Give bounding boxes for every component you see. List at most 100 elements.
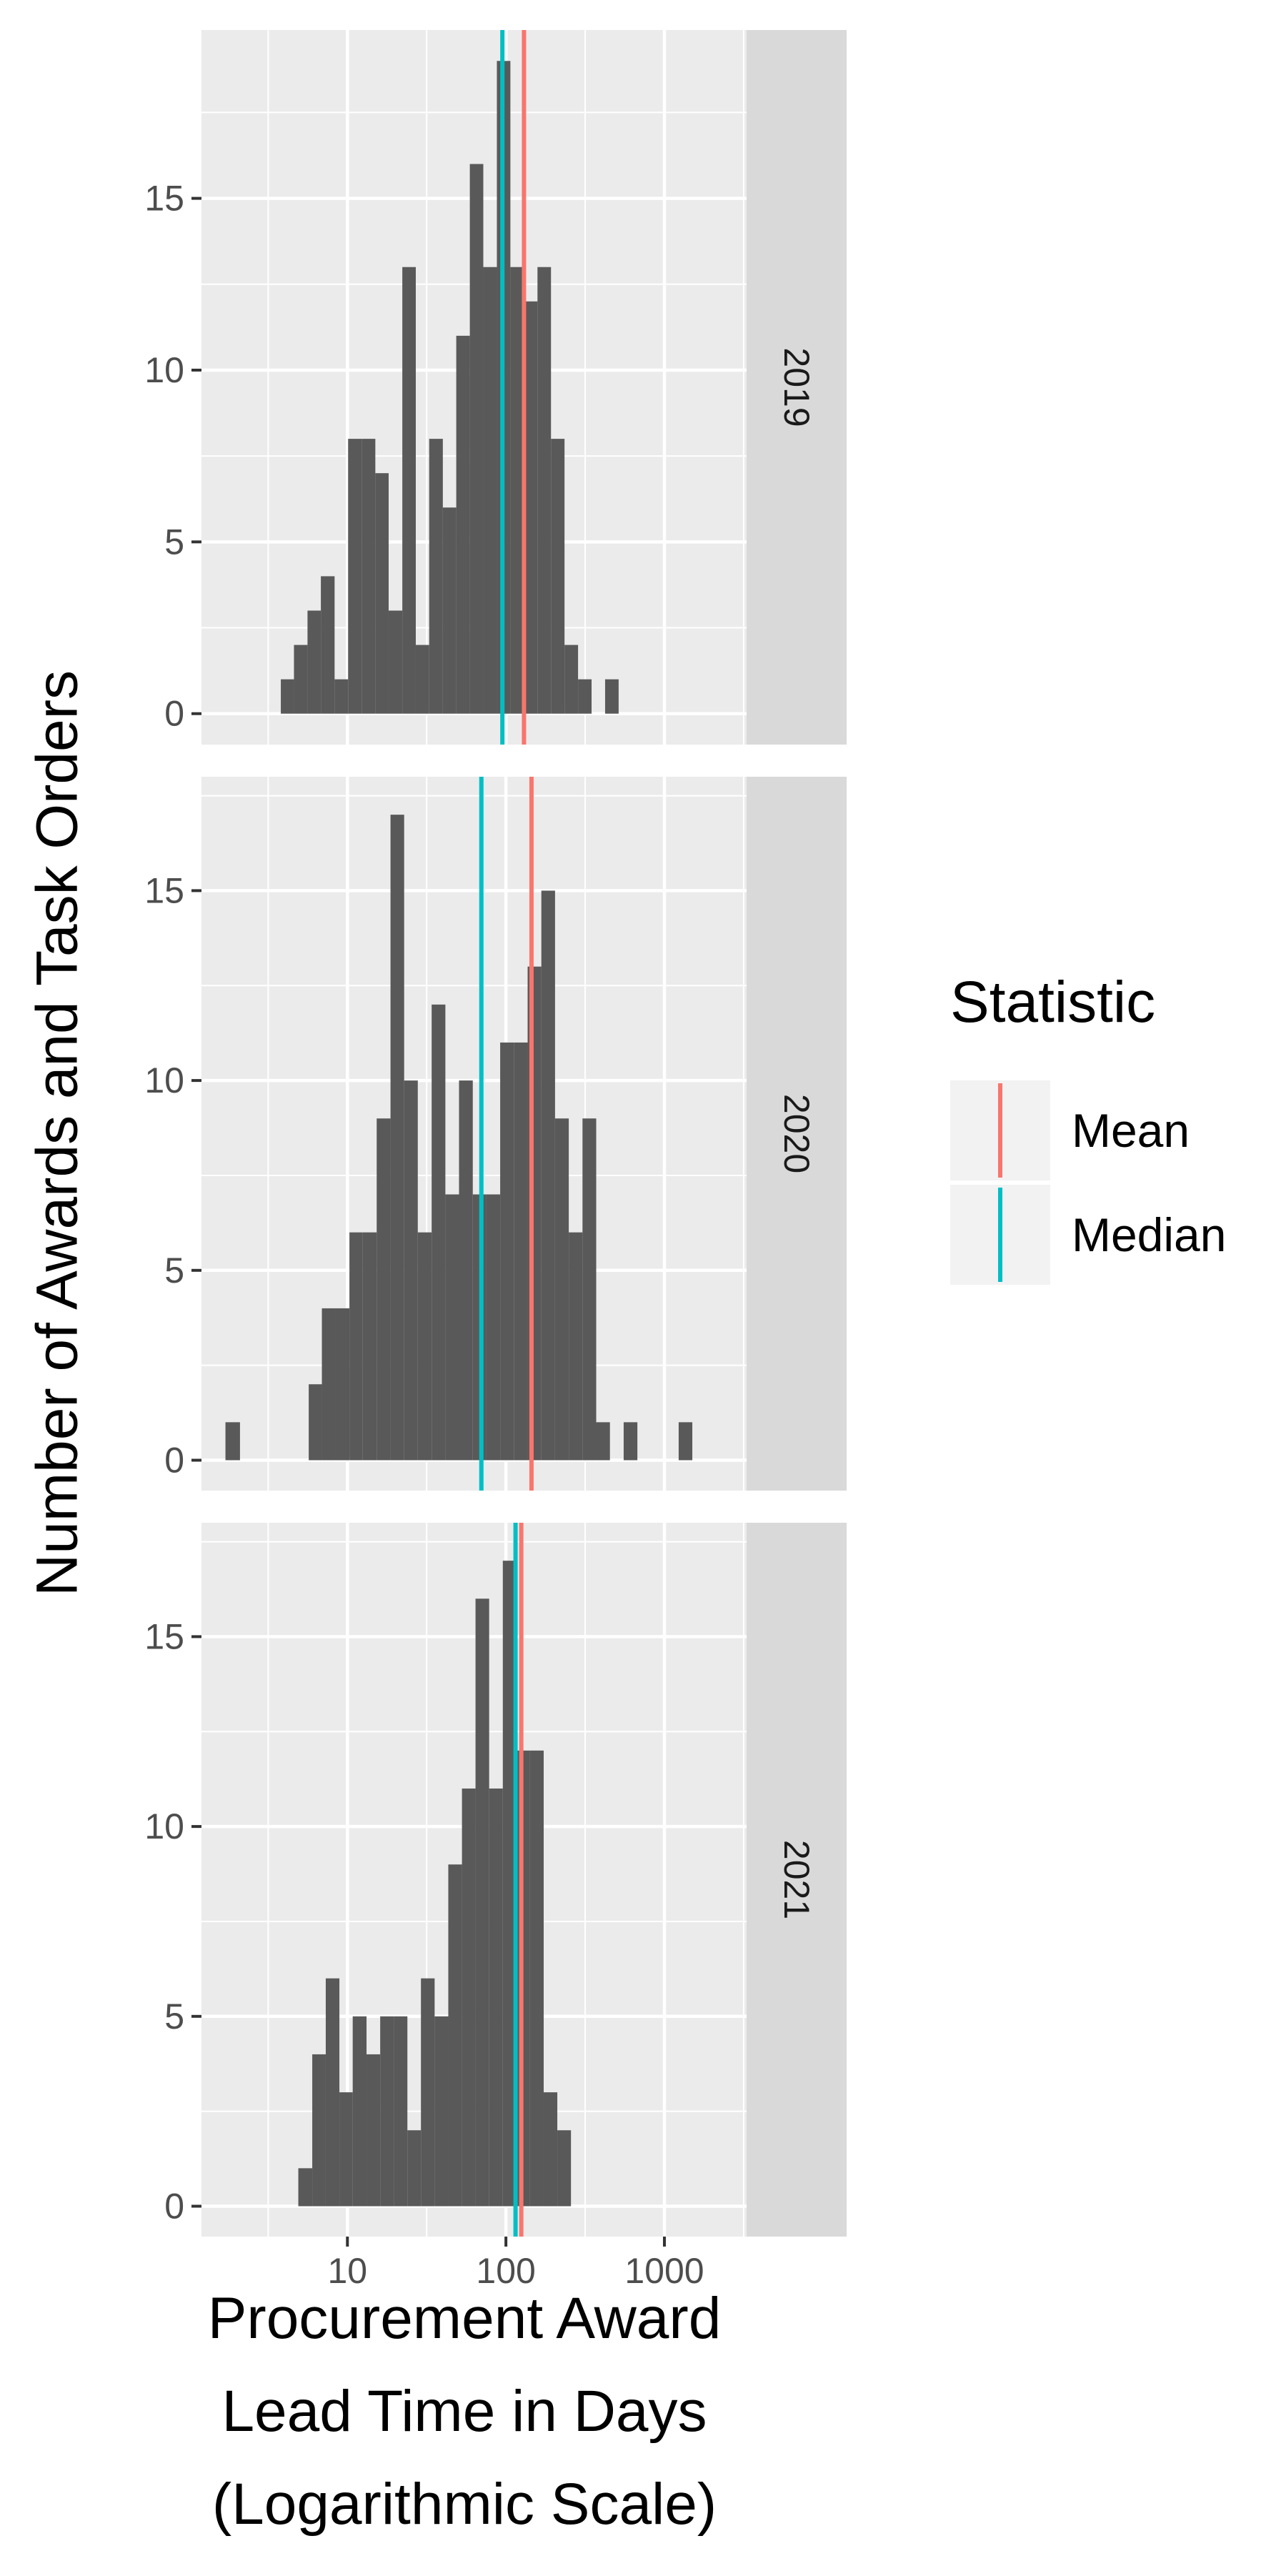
histogram-bar: [349, 1232, 363, 1461]
x-axis-title-line: Lead Time in Days: [221, 2379, 707, 2444]
histogram-bar: [551, 439, 565, 714]
histogram-bar: [421, 1978, 435, 2207]
facet-strip: [747, 777, 847, 1491]
histogram-bar: [529, 1750, 544, 2207]
x-axis-title-line: Procurement Award: [208, 2286, 722, 2351]
histogram-bar: [367, 2054, 381, 2207]
histogram-bar: [537, 267, 552, 714]
histogram-bar: [281, 679, 294, 714]
facet-strip: [747, 30, 847, 745]
histogram-bar: [514, 1042, 528, 1461]
histogram-bar: [448, 1864, 462, 2207]
legend-label: Median: [1072, 1208, 1226, 1261]
facet-panel-2021: 2021: [201, 1523, 847, 2237]
histogram-bar: [557, 2130, 572, 2207]
facet-strip-label: 2021: [777, 1840, 817, 1919]
histogram-bar: [298, 2168, 313, 2207]
histogram-bar: [442, 507, 457, 714]
histogram-bar: [475, 1598, 489, 2207]
histogram-bar: [500, 1042, 514, 1461]
histogram-bar: [456, 335, 470, 714]
histogram-bar: [429, 439, 443, 714]
y-tick-label: 15: [144, 179, 184, 219]
histogram-bar: [578, 679, 592, 714]
histogram-bar: [309, 1384, 322, 1461]
histogram-bar: [445, 1194, 459, 1461]
histogram-bar: [312, 2054, 326, 2207]
histogram-bar: [564, 645, 579, 714]
y-tick-label: 10: [144, 1806, 184, 1846]
facet-strip-label: 2019: [777, 347, 817, 427]
histogram-bar: [225, 1422, 240, 1461]
histogram-bar: [380, 2016, 394, 2207]
y-tick-label: 5: [164, 1996, 184, 2037]
y-axis-title: Number of Awards and Task Orders: [25, 670, 90, 1596]
facet-strip: [747, 1523, 847, 2237]
x-tick-label: 10: [327, 2251, 367, 2291]
histogram-bar: [486, 1194, 501, 1461]
histogram-bar: [335, 1308, 350, 1461]
facet-panels: 2019 2020 2021: [201, 30, 847, 2237]
histogram-bar: [510, 267, 524, 714]
legend-item-mean: Mean: [950, 1080, 1190, 1180]
y-tick-label: 0: [164, 1440, 184, 1480]
histogram-bar: [362, 439, 376, 714]
histogram-bar: [362, 1232, 377, 1461]
histogram-bar: [489, 1788, 503, 2207]
histogram-bar: [569, 1232, 583, 1461]
histogram-bar: [459, 1080, 473, 1461]
histogram-bar: [321, 576, 335, 714]
histogram-bar: [462, 1788, 476, 2207]
histogram-bar: [377, 1118, 391, 1461]
histogram-bar: [469, 164, 484, 714]
y-tick-label: 5: [164, 522, 184, 562]
histogram-bar: [434, 2016, 449, 2207]
histogram-bar: [417, 1232, 432, 1461]
histogram-bar: [678, 1422, 693, 1461]
y-tick-label: 10: [144, 350, 184, 390]
histogram-bar: [294, 645, 308, 714]
x-tick-label: 100: [476, 2251, 535, 2291]
x-tick-label: 1000: [624, 2251, 704, 2291]
histogram-bar: [390, 815, 404, 1461]
y-tick-label: 0: [164, 2186, 184, 2226]
histogram-bar: [339, 2092, 353, 2207]
histogram-bar: [596, 1422, 610, 1461]
histogram-bar: [394, 2016, 408, 2207]
histogram-bar: [352, 2016, 367, 2207]
facet-strip-label: 2020: [777, 1094, 817, 1173]
histogram-bar: [407, 2130, 422, 2207]
histogram-bar: [554, 1118, 569, 1461]
legend: Statistic Mean Median: [950, 970, 1226, 1285]
y-tick-label: 15: [144, 1616, 184, 1656]
histogram-bar: [524, 301, 538, 714]
histogram-bar: [375, 473, 389, 714]
histogram-bar: [623, 1422, 638, 1461]
histogram-bar: [402, 267, 416, 714]
facet-panel-2019: 2019: [201, 30, 847, 745]
legend-title: Statistic: [950, 970, 1155, 1035]
histogram-bar: [404, 1080, 418, 1461]
legend-item-median: Median: [950, 1185, 1226, 1285]
histogram-bar: [307, 610, 322, 714]
histogram-bar: [582, 1118, 597, 1461]
histogram-bar: [604, 679, 619, 714]
histogram-bar: [541, 890, 555, 1461]
histogram-bar: [325, 1978, 340, 2207]
histogram-bar: [348, 439, 362, 714]
histogram-bar: [543, 2092, 558, 2207]
y-tick-label: 10: [144, 1060, 184, 1100]
legend-label: Mean: [1072, 1104, 1190, 1157]
histogram-bar: [502, 1561, 517, 2207]
facet-panel-2020: 2020: [201, 777, 847, 1491]
histogram-bar: [415, 645, 429, 714]
histogram-bar: [334, 679, 349, 714]
y-tick-label: 15: [144, 870, 184, 910]
y-tick-label: 0: [164, 694, 184, 734]
x-axis-title-line: (Logarithmic Scale): [212, 2472, 717, 2537]
histogram-bar: [322, 1308, 336, 1461]
histogram-bar: [483, 267, 497, 714]
